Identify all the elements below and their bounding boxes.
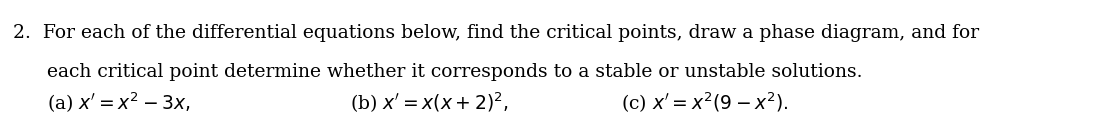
Text: each critical point determine whether it corresponds to a stable or unstable sol: each critical point determine whether it… bbox=[47, 63, 862, 81]
Text: 2.  For each of the differential equations below, find the critical points, draw: 2. For each of the differential equation… bbox=[13, 24, 980, 42]
Text: (c) $x' = x^2(9 - x^2).$: (c) $x' = x^2(9 - x^2).$ bbox=[621, 90, 789, 115]
Text: (a) $x' = x^2 - 3x,$: (a) $x' = x^2 - 3x,$ bbox=[47, 90, 191, 115]
Text: (b) $x' = x(x + 2)^2,$: (b) $x' = x(x + 2)^2,$ bbox=[350, 90, 509, 115]
